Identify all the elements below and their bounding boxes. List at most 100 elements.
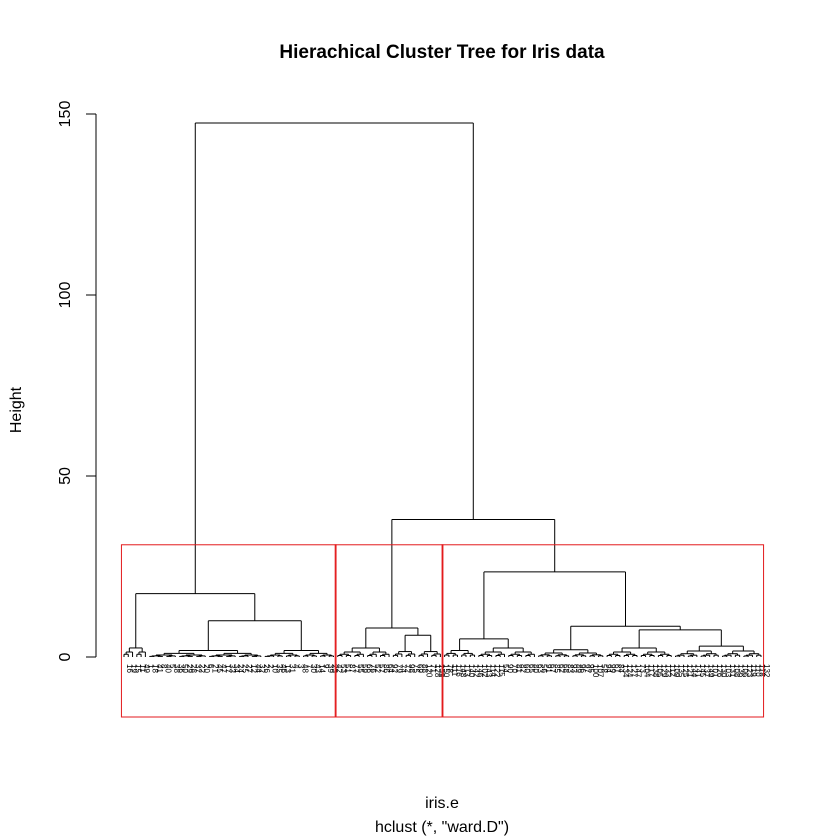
leaf-label-31: 31 [287, 664, 296, 673]
leaf-label-42: 42 [334, 664, 343, 673]
leaf-label-103: 103 [724, 664, 733, 678]
leaf-label-105: 105 [655, 664, 664, 678]
leaf-label-74: 74 [399, 664, 408, 673]
y-tick-label-1: 50 [57, 467, 74, 485]
leaf-label-72: 72 [403, 664, 412, 673]
leaf-label-49: 49 [142, 664, 151, 673]
leaf-label-127: 127 [629, 664, 638, 678]
leaf-label-85: 85 [553, 664, 562, 673]
leaf-label-96: 96 [578, 664, 587, 673]
leaf-label-3: 3 [296, 664, 305, 669]
leaf-label-63: 63 [535, 664, 544, 673]
leaf-label-126: 126 [715, 664, 724, 678]
leaf-label-43: 43 [313, 664, 322, 673]
leaf-label-1: 1 [146, 664, 155, 669]
leaf-label-91: 91 [544, 664, 553, 673]
leaf-label-14: 14 [317, 664, 326, 673]
leaf-label-131: 131 [728, 664, 737, 678]
leaf-label-16: 16 [125, 664, 134, 673]
leaf-label-108: 108 [732, 664, 741, 678]
leaf-label-18: 18 [151, 664, 160, 673]
y-tick-label-2: 100 [57, 282, 74, 309]
leaf-label-26: 26 [262, 664, 271, 673]
leaf-label-77: 77 [352, 664, 361, 673]
leaf-label-141: 141 [694, 664, 703, 678]
leaf-label-4: 4 [292, 664, 301, 669]
leaf-label-20: 20 [202, 664, 211, 673]
y-axis-label: Height [8, 386, 25, 433]
leaf-label-55: 55 [356, 664, 365, 673]
leaf-label-144: 144 [689, 664, 698, 678]
leaf-label-142: 142 [471, 664, 480, 678]
leaf-label-15: 15 [134, 664, 143, 673]
leaf-label-136: 136 [736, 664, 745, 678]
leaf-label-97: 97 [582, 664, 591, 673]
leaf-label-135: 135 [676, 664, 685, 678]
leaf-label-11: 11 [138, 664, 147, 673]
leaf-label-146: 146 [476, 664, 485, 678]
leaf-label-39: 39 [326, 664, 335, 673]
dendrogram-tree [123, 122, 762, 657]
leaf-label-140: 140 [467, 664, 476, 678]
leaf-label-104: 104 [642, 664, 651, 678]
leaf-label-48: 48 [300, 664, 309, 673]
leaf-label-76: 76 [369, 664, 378, 673]
leaf-label-121: 121 [685, 664, 694, 678]
leaf-label-35: 35 [275, 664, 284, 673]
leaf-label-120: 120 [424, 664, 433, 678]
leaf-label-113: 113 [463, 664, 472, 677]
leaf-label-29: 29 [185, 664, 194, 673]
leaf-label-13: 13 [283, 664, 292, 673]
leaf-label-116: 116 [454, 664, 463, 677]
leaf-label-92: 92 [390, 664, 399, 673]
leaf-label-47: 47 [219, 664, 228, 673]
leaf-label-17: 17 [223, 664, 232, 673]
leaf-label-25: 25 [240, 664, 249, 673]
leaf-label-27: 27 [245, 664, 254, 673]
leaf-label-67: 67 [548, 664, 557, 673]
leaf-label-44: 44 [253, 664, 262, 673]
leaf-label-88: 88 [420, 664, 429, 673]
leaf-label-51: 51 [343, 664, 352, 673]
leaf-label-46: 46 [279, 664, 288, 673]
leaf-label-73: 73 [638, 664, 647, 673]
leaf-label-33: 33 [228, 664, 237, 673]
leaf-label-81: 81 [514, 664, 523, 673]
leaf-label-53: 53 [339, 664, 348, 673]
leaf-label-123: 123 [745, 664, 754, 678]
leaf-label-133: 133 [664, 664, 673, 678]
x-axis-label: iris.e [425, 795, 459, 812]
leaf-label-125: 125 [681, 664, 690, 678]
leaf-label-147: 147 [634, 664, 643, 678]
leaf-label-9: 9 [322, 664, 331, 669]
leaf-label-80: 80 [531, 664, 540, 673]
cluster-2-box [334, 544, 444, 718]
leaf-label-56: 56 [540, 664, 549, 673]
leaf-label-65: 65 [527, 664, 536, 673]
leaf-label-68: 68 [561, 664, 570, 673]
leaf-label-95: 95 [587, 664, 596, 673]
leaf-label-86: 86 [382, 664, 391, 673]
leaf-label-99: 99 [608, 664, 617, 673]
y-axis: 0 50 100 150 [57, 101, 97, 661]
leaf-label-5: 5 [168, 664, 177, 669]
cluster-boxes [120, 544, 765, 718]
leaf-label-36: 36 [176, 664, 185, 673]
leaf-label-150: 150 [441, 664, 450, 678]
leaf-label-61: 61 [612, 664, 621, 673]
leaf-label-78: 78 [446, 664, 455, 673]
leaf-label-6: 6 [206, 664, 215, 669]
leaf-label-50: 50 [181, 664, 190, 673]
leaf-label-114: 114 [488, 664, 497, 677]
leaf-label-129: 129 [659, 664, 668, 678]
leaf-label-90: 90 [505, 664, 514, 673]
leaf-label-130: 130 [719, 664, 728, 678]
leaf-label-32: 32 [258, 664, 267, 673]
cluster-3-box [441, 544, 765, 718]
leaf-label-75: 75 [411, 664, 420, 673]
leaf-label-12: 12 [249, 664, 258, 673]
leaf-label-52: 52 [373, 664, 382, 673]
leaf-label-24: 24 [236, 664, 245, 673]
